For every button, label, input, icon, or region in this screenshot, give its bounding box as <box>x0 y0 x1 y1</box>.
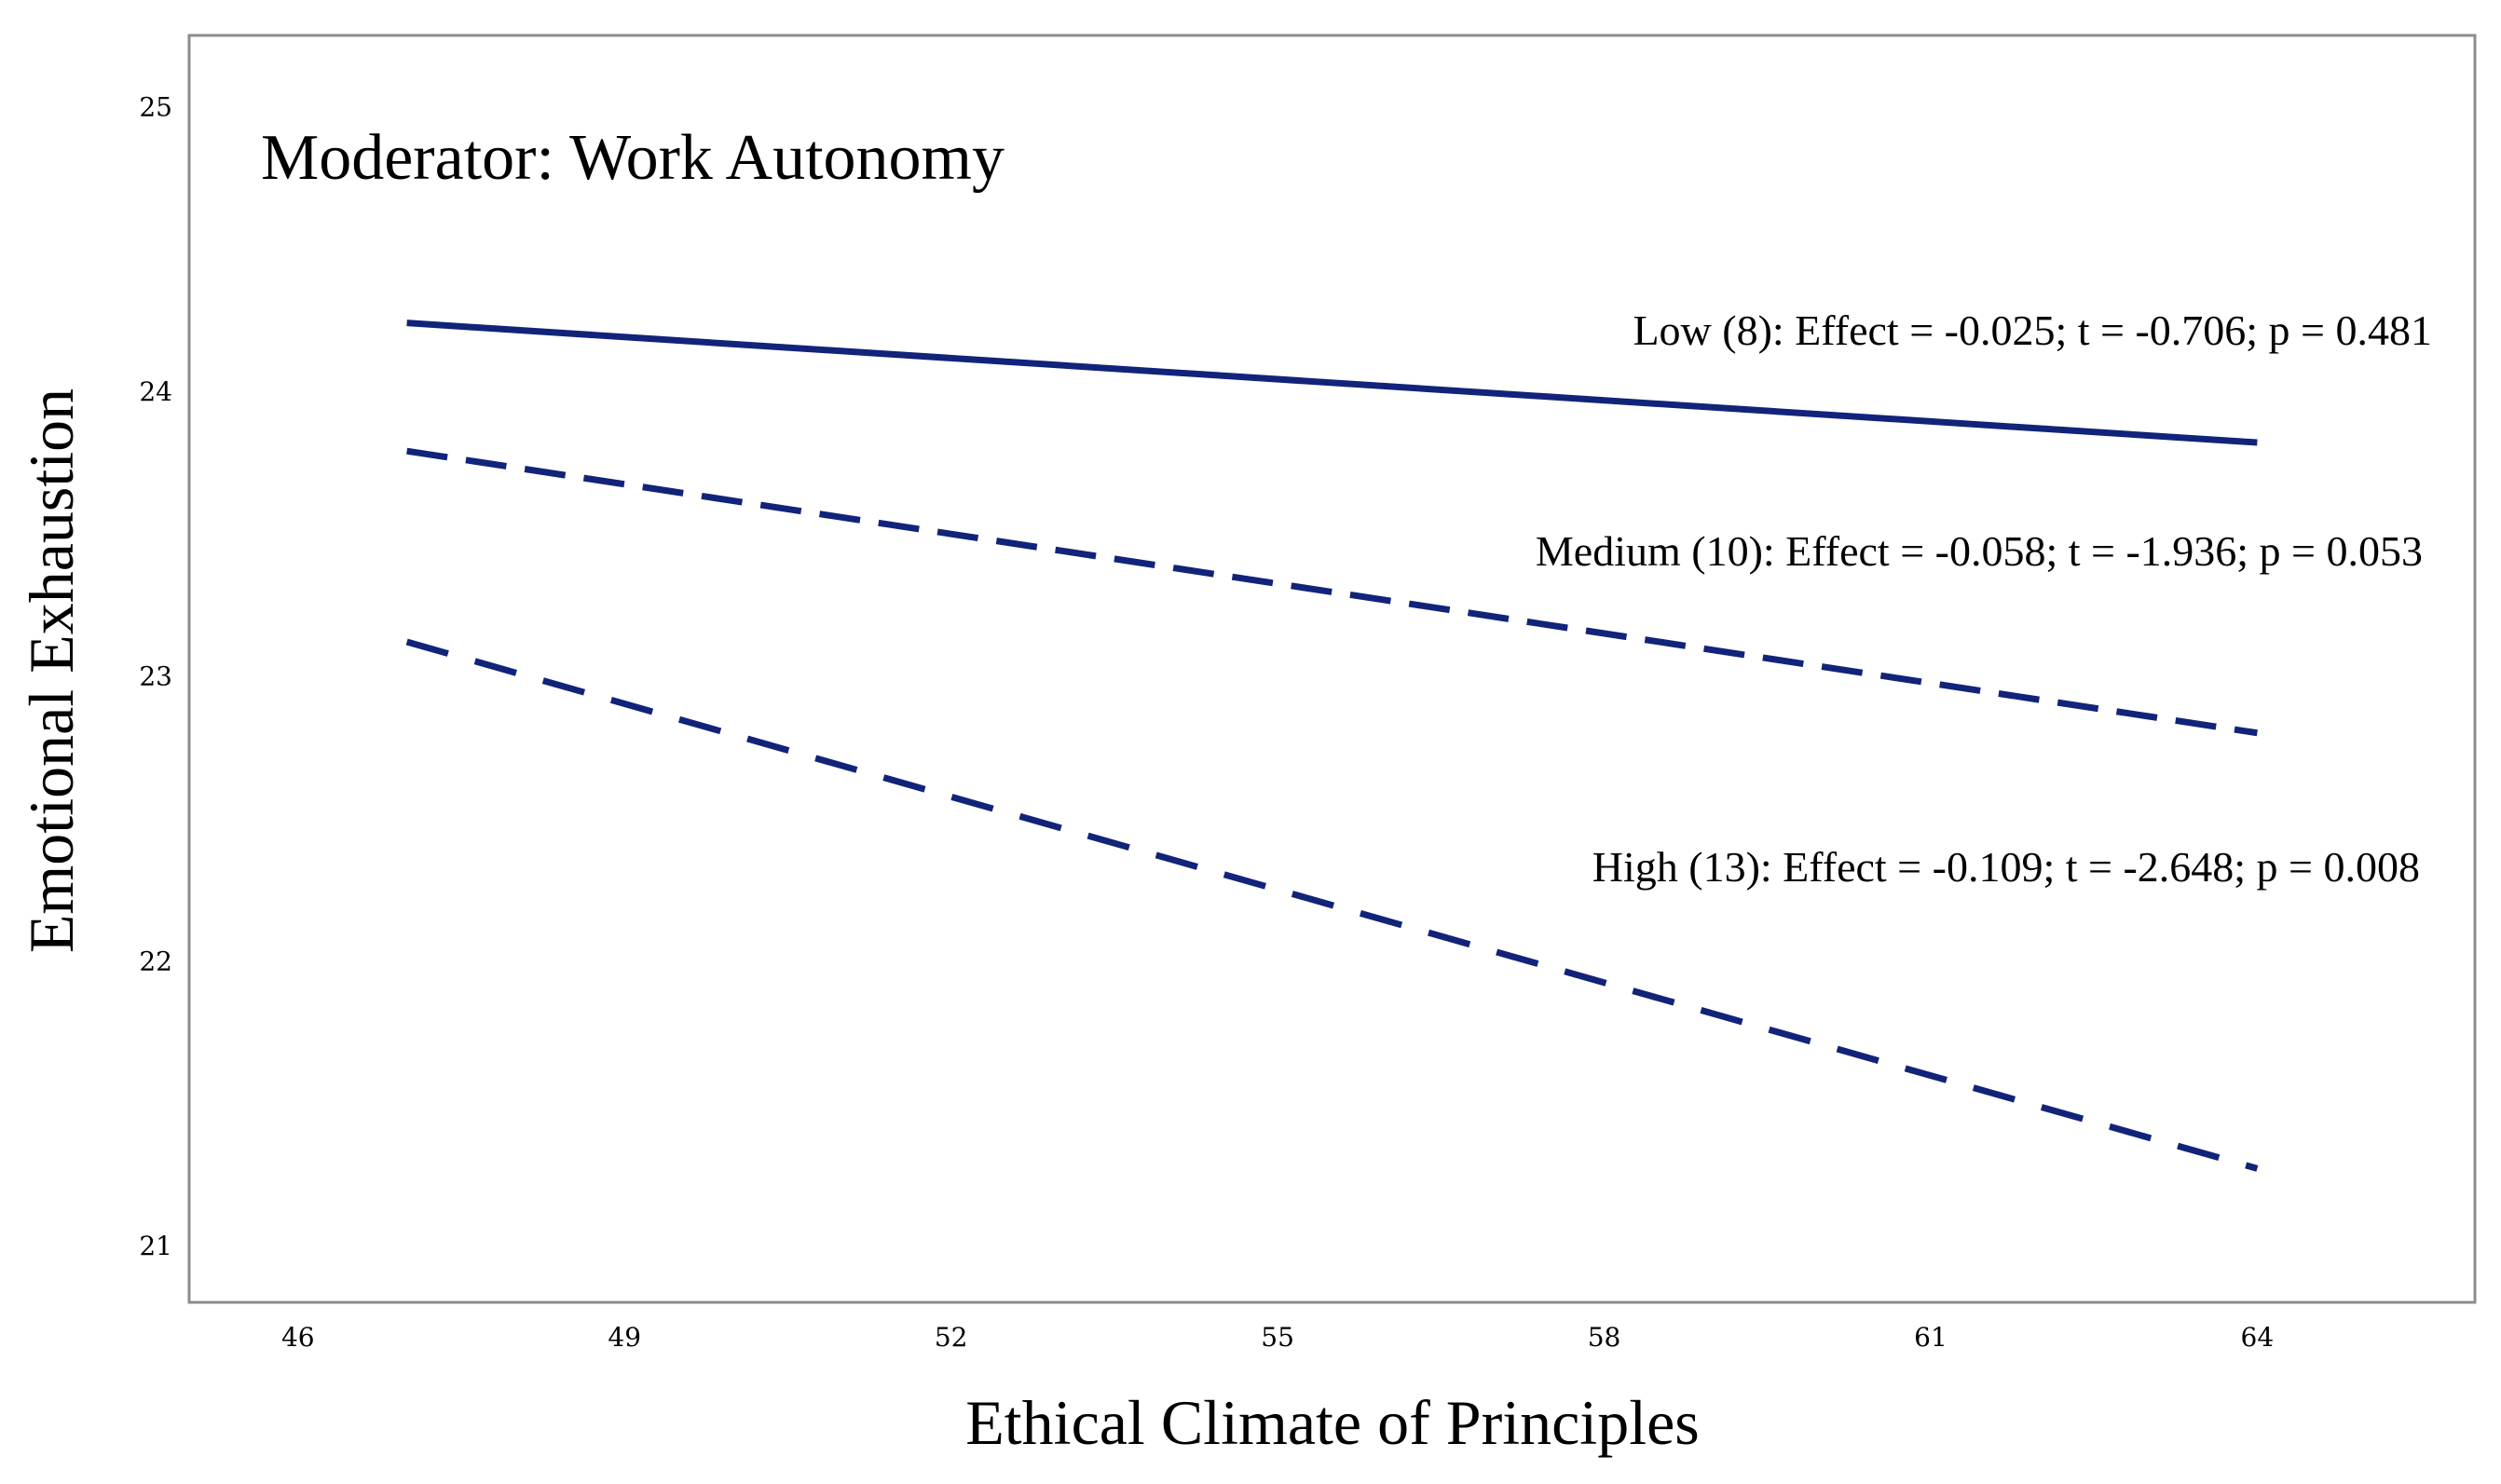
x-tick-label: 46 <box>281 1322 315 1353</box>
series-annotations: Low (8): Effect = -0.025; t = -0.706; p … <box>1536 306 2432 891</box>
x-tick-label: 61 <box>1914 1322 1948 1353</box>
y-tick-label: 25 <box>139 91 172 122</box>
x-tick-label: 55 <box>1261 1322 1294 1353</box>
series-line-high <box>405 638 2259 1172</box>
series-annotation-high: High (13): Effect = -0.109; t = -2.648; … <box>1592 843 2420 891</box>
x-tick-labels: 46 49 52 55 58 61 64 <box>281 1322 2274 1353</box>
series-annotation-medium: Medium (10): Effect = -0.058; t = -1.936… <box>1536 527 2423 575</box>
y-tick-label: 22 <box>139 946 172 976</box>
series-line-low <box>406 320 2258 446</box>
x-tick-label: 52 <box>935 1322 968 1353</box>
series-line-medium <box>406 447 2258 737</box>
y-tick-label: 21 <box>139 1231 172 1261</box>
x-tick-label: 64 <box>2241 1322 2275 1353</box>
y-axis-title: Emotional Exhaustion <box>16 388 87 953</box>
x-axis-title: Ethical Climate of Principles <box>965 1387 1699 1458</box>
x-tick-label: 49 <box>608 1322 641 1353</box>
x-tick-label: 58 <box>1588 1322 1621 1353</box>
y-tick-label: 23 <box>139 661 172 692</box>
plot-frame <box>187 34 2477 1304</box>
series-lines <box>405 320 2259 1172</box>
chart-title: Moderator: Work Autonomy <box>261 122 1004 194</box>
y-tick-labels: 21 22 23 24 25 <box>139 91 172 1260</box>
y-tick-label: 24 <box>139 376 172 407</box>
series-annotation-low: Low (8): Effect = -0.025; t = -0.706; p … <box>1633 306 2432 354</box>
